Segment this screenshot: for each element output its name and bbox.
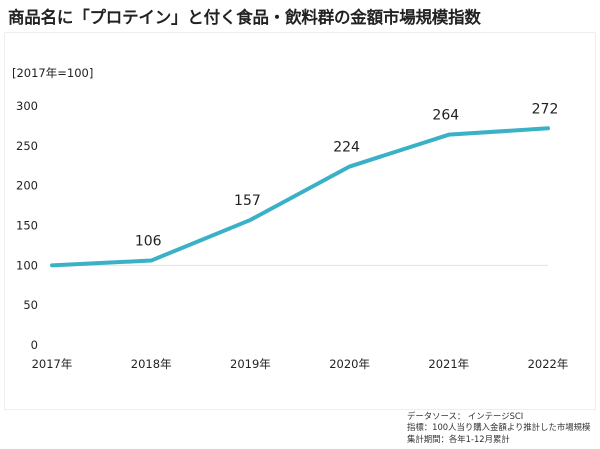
data-label: 157 (234, 193, 261, 209)
chart-panel (4, 32, 596, 410)
note-data-source: データソース： インテージSCI (407, 411, 524, 421)
y-tick-label: 100 (16, 258, 38, 272)
data-label: 106 (135, 234, 162, 250)
y-tick-label: 50 (23, 298, 38, 312)
note-period: 集計期間：各年1-12月累計 (407, 433, 510, 444)
x-tick-label: 2017年 (32, 357, 73, 371)
x-tick-label: 2020年 (329, 357, 370, 371)
x-tick-label: 2022年 (528, 357, 569, 371)
page-title: 商品名に「プロテイン」と付く食品・飲料群の金額市場規模指数 (8, 8, 481, 27)
data-label: 272 (532, 101, 559, 117)
y-tick-label: 200 (16, 179, 38, 193)
series-line (50, 126, 550, 268)
y-tick-label: 250 (16, 139, 38, 153)
note-metric: 指標：100人当り購入金額より推計した市場規模 (407, 422, 591, 433)
y-tick-label: 150 (16, 219, 38, 233)
x-tick-label: 2018年 (131, 357, 172, 371)
data-label: 224 (333, 140, 360, 156)
x-tick-label: 2021年 (428, 357, 469, 371)
x-tick-label: 2019年 (230, 357, 271, 371)
data-label: 264 (432, 108, 459, 124)
y-tick-label: 300 (16, 99, 38, 113)
y-tick-label: 0 (31, 338, 38, 352)
source-notes: データソース： インテージSCI 指標：100人当り購入金額より推計した市場規模… (407, 411, 590, 445)
axis-unit-label: [2017年=100] (12, 66, 93, 80)
